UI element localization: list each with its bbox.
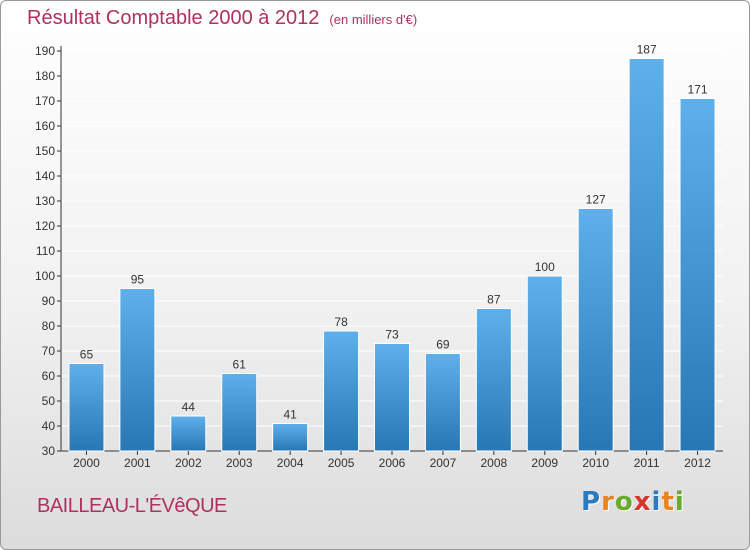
bar [424,353,461,452]
bar [119,288,156,452]
data-label: 95 [131,273,145,287]
proxiti-logo: Proxiti [581,487,685,517]
x-tick-label: 2011 [634,456,660,470]
y-tick-label: 90 [42,294,56,308]
y-tick-label: 50 [42,394,56,408]
y-tick-label: 120 [35,219,55,233]
x-tick-label: 2010 [582,456,609,470]
data-label: 44 [182,400,196,414]
y-tick-label: 130 [35,194,55,208]
x-tick-label: 2008 [480,456,507,470]
y-tick-label: 30 [42,444,56,458]
logo-letter: i [651,487,662,517]
data-label: 100 [535,260,555,274]
data-label: 69 [436,338,450,352]
data-label: 187 [637,43,657,57]
bar [628,58,665,452]
bar [475,308,512,452]
y-tick-label: 40 [42,419,56,433]
bar [679,98,716,452]
chart-title: Résultat Comptable 2000 à 2012 (en millie… [27,7,417,30]
y-tick-label: 60 [42,369,56,383]
logo-letter: r [601,487,615,517]
y-tick-label: 140 [35,169,55,183]
y-tick-label: 80 [42,319,56,333]
x-tick-label: 2003 [226,456,253,470]
data-label: 78 [334,315,348,329]
chart-subtitle: (en milliers d'€) [329,12,418,27]
y-tick-label: 160 [35,119,55,133]
y-tick-label: 180 [35,69,55,83]
x-tick-label: 2004 [277,456,304,470]
y-tick-label: 170 [35,94,55,108]
x-tick-label: 2007 [430,456,457,470]
title-text: Résultat Comptable 2000 à 2012 [27,7,320,29]
bar [170,415,207,452]
bar [323,330,360,452]
bar [221,373,258,452]
data-label: 41 [283,408,297,422]
y-tick-label: 150 [35,144,55,158]
town-name: BAILLEAU-L'ÉVêQUE [37,495,227,517]
x-tick-label: 2012 [684,456,711,470]
y-tick-label: 110 [36,244,55,258]
data-label: 73 [385,328,399,342]
x-tick-label: 2006 [379,456,406,470]
y-tick-label: 70 [42,344,56,358]
y-tick-label: 100 [35,269,55,283]
bar [68,363,105,452]
data-label: 87 [487,293,501,307]
logo-letter: i [674,487,685,517]
data-label: 127 [586,193,606,207]
data-label: 171 [688,83,708,97]
logo-letter: P [581,487,602,517]
logo-letter: o [614,487,634,517]
logo-letter: x [633,487,652,517]
data-label: 65 [80,348,94,362]
bar [374,343,410,452]
x-tick-label: 2000 [73,456,100,470]
data-label: 61 [233,358,247,372]
x-tick-label: 2002 [175,456,202,470]
x-tick-label: 2001 [124,456,151,470]
x-tick-label: 2005 [328,456,355,470]
logo-letter: t [661,487,675,517]
bar [272,423,309,452]
x-tick-label: 2009 [531,456,558,470]
bar [577,208,614,452]
bar [526,275,563,452]
y-tick-label: 190 [35,44,55,58]
